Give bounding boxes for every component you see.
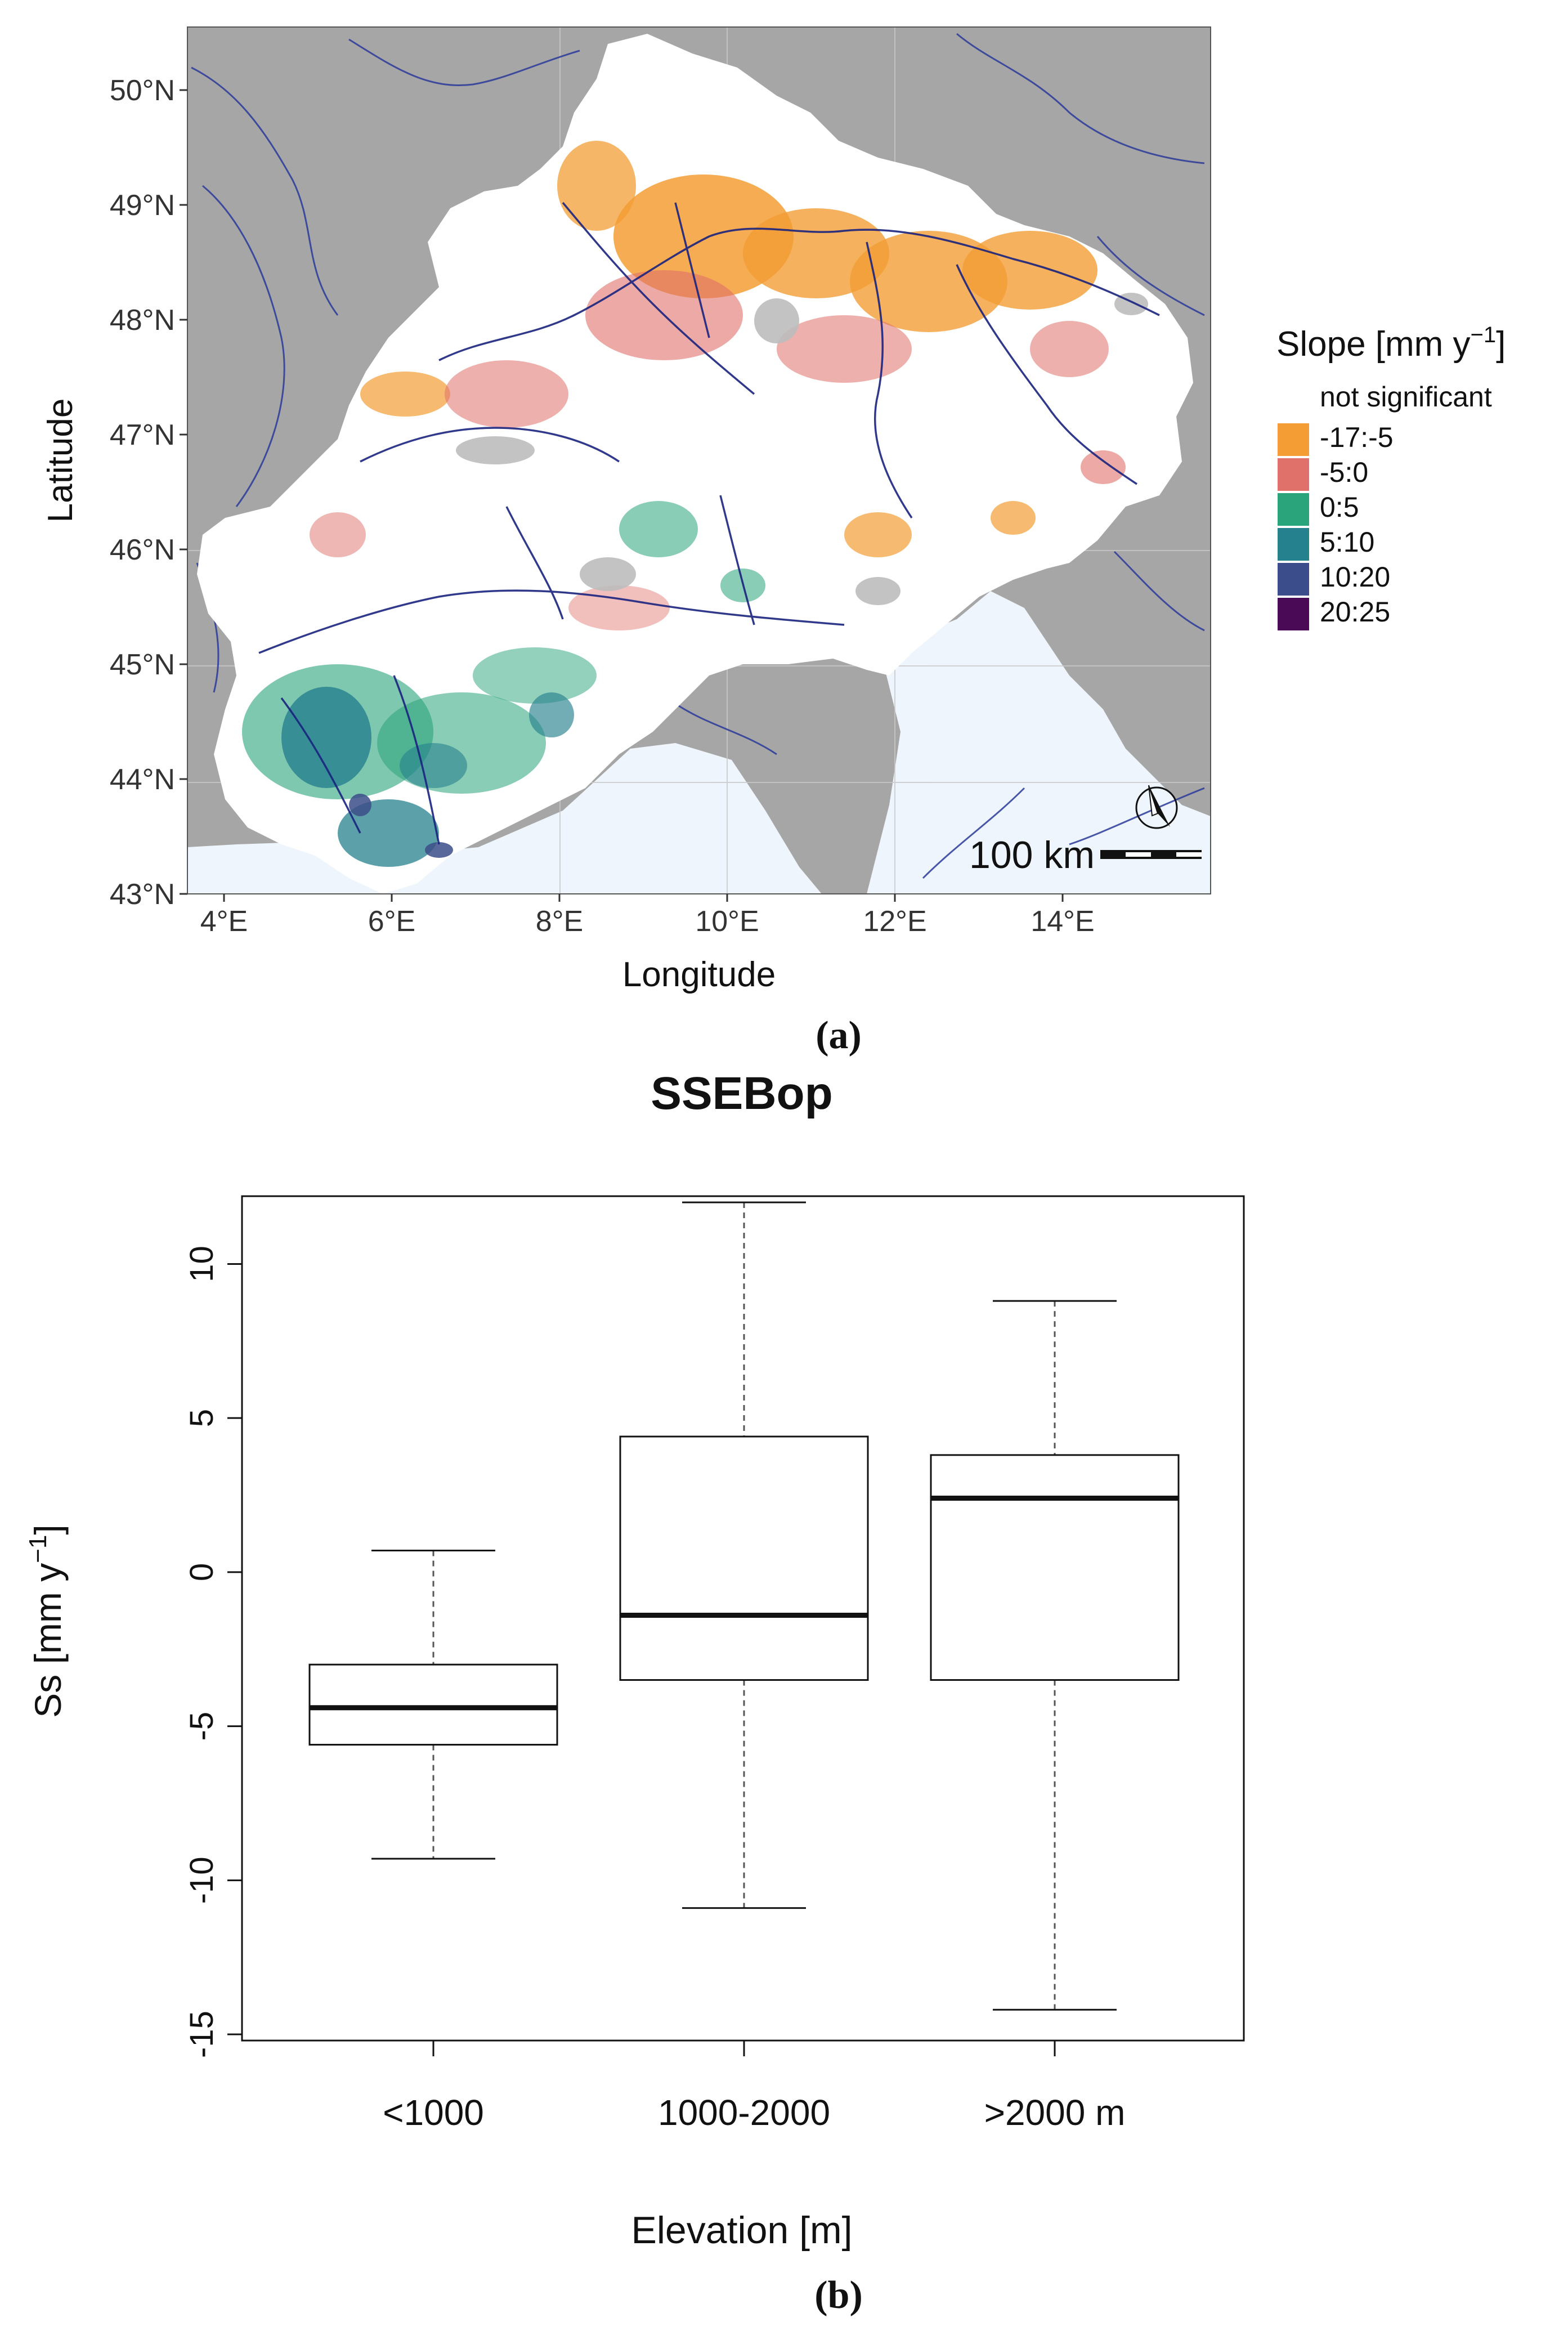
y-tick-label: 0 [183,1563,220,1581]
map-y-tick-label: 46°N [110,534,175,566]
legend-label: -17:-5 [1320,422,1394,453]
map-y-axis: 43°N 44°N 45°N 46°N 47°N 48°N 49°N 50°N [110,74,187,911]
map-y-tick-label: 50°N [110,74,175,107]
iqr-box [308,1663,558,1746]
scale-bar-label: 100 km [969,834,1095,876]
iqr-box [930,1454,1180,1681]
scale-bar: 100 km [969,834,1202,876]
basin-rivers [258,202,1160,845]
box-<1000 [308,1550,558,1860]
map-x-tick-label: 6°E [368,905,415,938]
y-axis-title-exponent: −1 [24,1535,52,1563]
trend-patches [242,141,1148,867]
map-x-tick-label: 4°E [200,905,248,938]
legend-title-exponent: −1 [1471,323,1497,347]
y-tick-label: 5 [183,1409,220,1427]
legend-label: 20:25 [1320,596,1390,628]
iqr-box [619,1435,869,1681]
y-tick-label: -5 [183,1712,220,1741]
map-x-axis-title: Longitude [622,955,776,994]
map-x-tick-label: 8°E [536,905,583,938]
legend-swatch [1278,563,1309,596]
legend-swatch [1278,423,1309,456]
legend-items: not significant -17:-5 -5:00:55:1010:2020:… [1278,381,1492,630]
legend-label: 0:5 [1320,491,1359,523]
legend-label: not significant [1320,381,1492,413]
map-legend: Slope [mm y−1] not significant -17:-5 -5:0… [1276,323,1506,630]
boxplot-title: SSEBop [651,1068,832,1119]
legend-title: Slope [mm y−1] [1276,323,1506,364]
y-tick-label: 10 [183,1246,220,1282]
legend-label: -5:0 [1320,457,1368,488]
panel-b-boxplot: SSEBop -15 -10 -5 0 5 10 <1000 1000-2000 >2000 … [24,1068,1245,2317]
boxplot-frame [241,1195,1245,2042]
box-1000-2000 [619,1201,869,1909]
map-y-tick-label: 44°N [110,763,175,796]
legend-swatch [1278,528,1309,561]
x-tick-label: 1000-2000 [658,2092,830,2133]
boxplot-x-axis: <1000 1000-2000 >2000 m [383,2041,1125,2133]
panel-a-map: 100 km 43°N44°N45°N46°N47°N48°N49°N50°N … [41,26,1506,1057]
boxplot-y-axis-title: Ss [mm y−1] [24,1524,69,1718]
map-x-tick-label: 12°E [863,905,926,938]
map-y-tick-label: 48°N [110,304,175,337]
map-x-tick-label: 10°E [695,905,759,938]
x-tick-label: >2000 m [984,2092,1126,2133]
legend-swatch [1278,493,1309,526]
y-tick-label: -10 [183,1856,220,1904]
adriatic-sea [867,591,1211,894]
north-arrow-icon [1135,785,1178,829]
map-x-axis: 4°E 6°E 8°E 10°E 12°E 14°E [200,894,1095,938]
legend-swatch [1278,598,1309,630]
map-y-tick-label: 49°N [110,189,175,222]
y-tick-label: -15 [183,2011,220,2058]
boxplot-x-axis-title: Elevation [m] [631,2209,852,2252]
legend-label: 5:10 [1320,526,1374,558]
map-y-tick-label: 43°N [110,878,175,911]
map-x-tick-label: 14°E [1031,905,1094,938]
panel-b-label: (b) [814,2274,863,2317]
boxplot-y-axis: -15 -10 -5 0 5 10 [183,1246,242,2058]
map-y-axis-title: Latitude [41,399,80,523]
map-y-tick-label: 47°N [110,419,175,451]
panel-a-label: (a) [816,1014,862,1057]
legend-swatch [1278,458,1309,491]
boxplot-boxes [308,1201,1180,2011]
legend-label: 10:20 [1320,561,1390,593]
box->2000 m [930,1300,1180,2011]
map-frame [187,26,1211,894]
map-y-tick-label: 45°N [110,648,175,681]
x-tick-label: <1000 [383,2092,484,2133]
